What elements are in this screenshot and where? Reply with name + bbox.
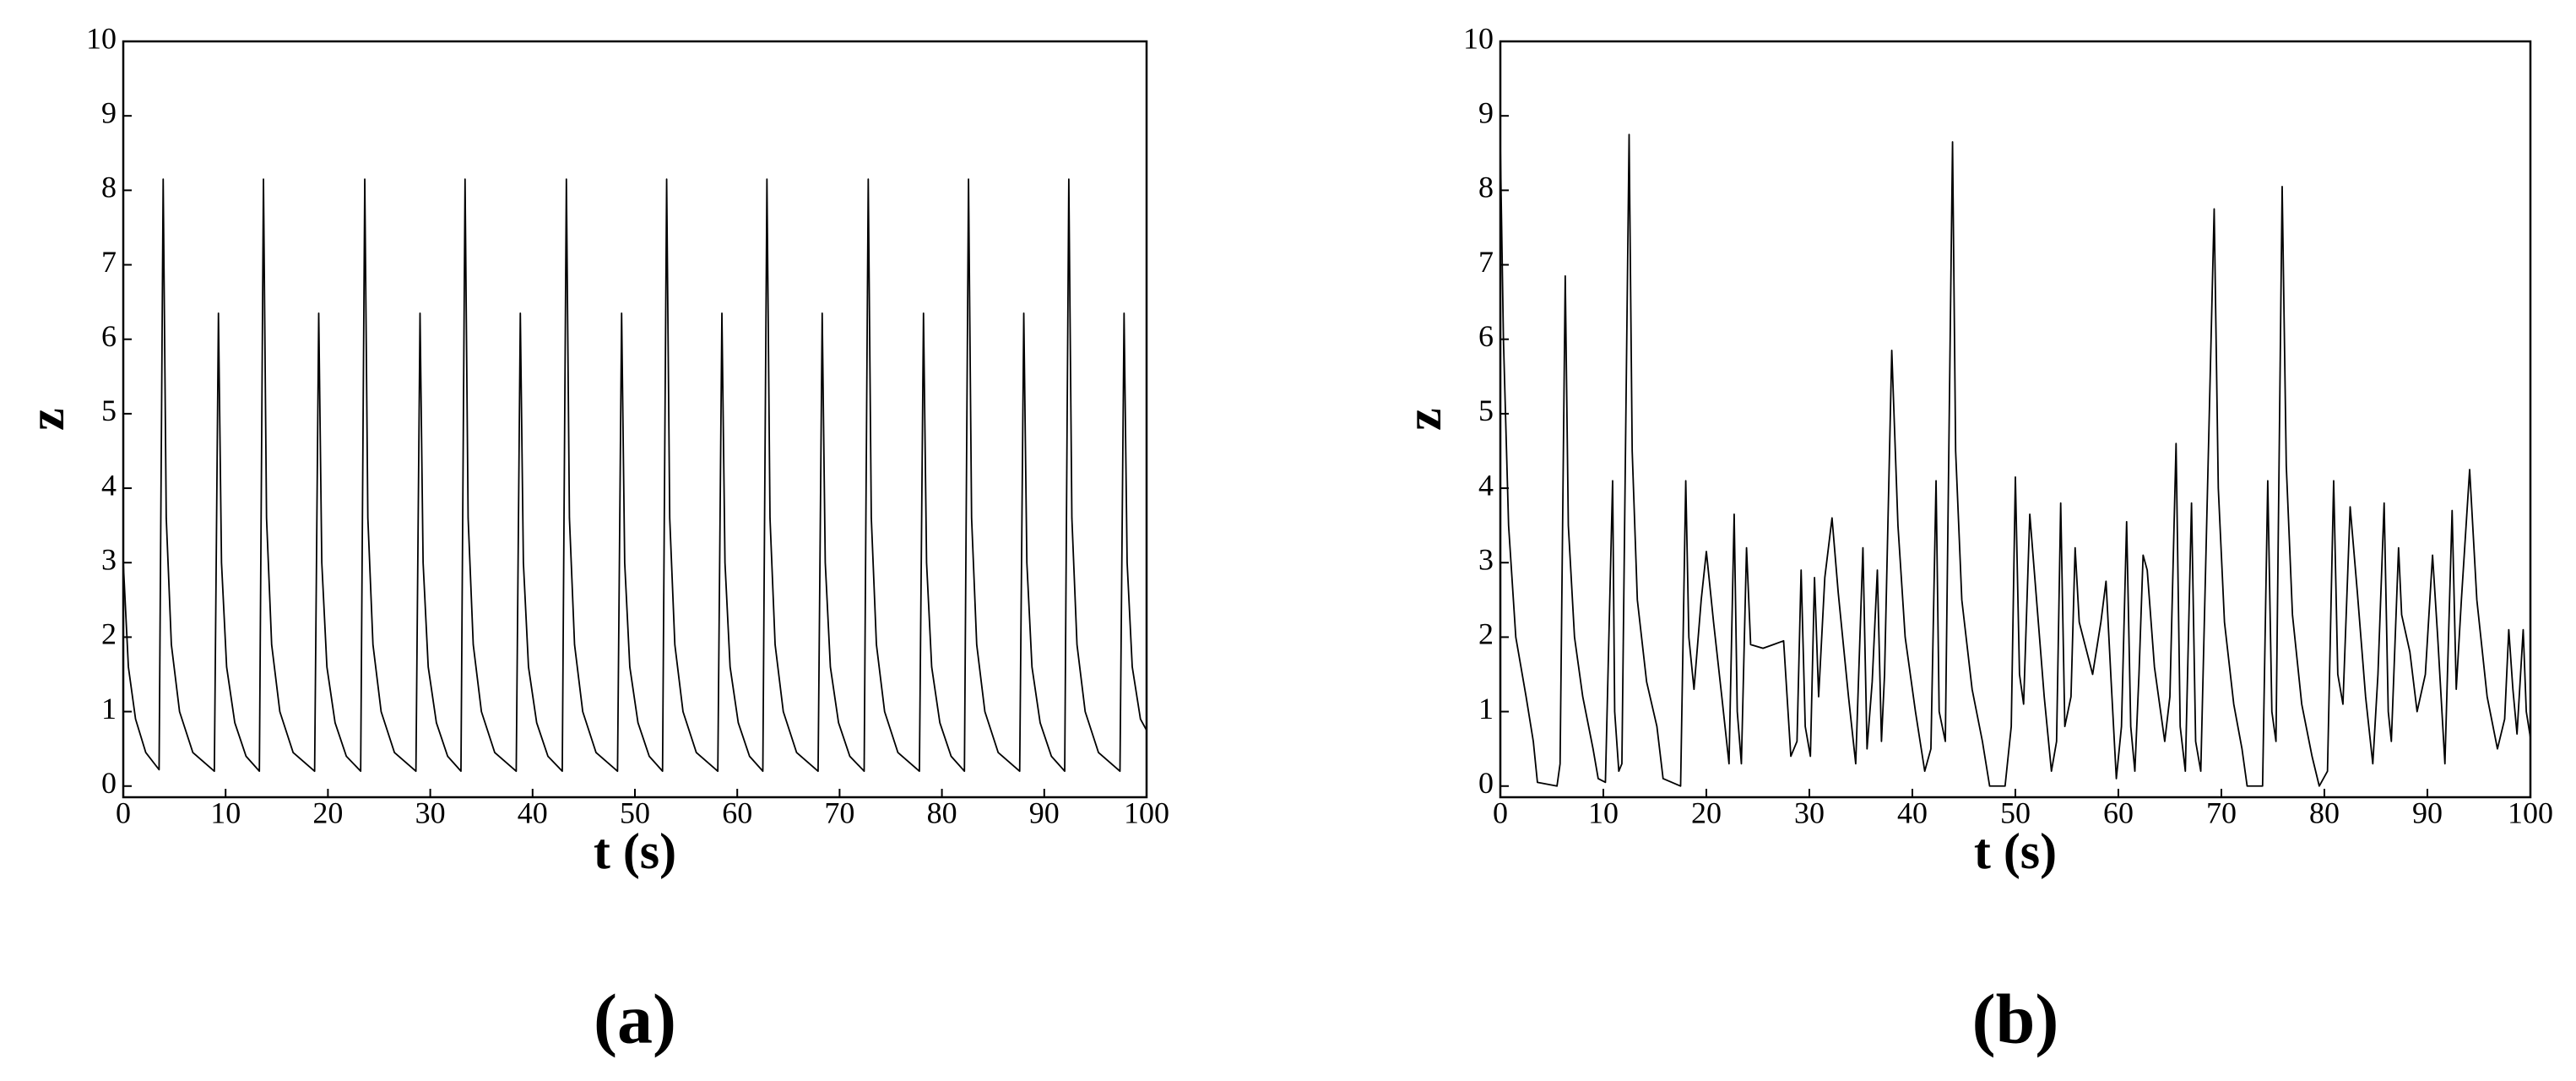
y-tick-label: 4 (1478, 468, 1494, 502)
y-tick-label: 9 (101, 95, 117, 129)
x-tick-label: 70 (2206, 796, 2237, 829)
y-tick-label: 0 (101, 766, 117, 800)
x-tick-label: 30 (1794, 796, 1825, 829)
y-tick-label: 8 (1478, 171, 1494, 204)
x-axis-label: t (s) (594, 823, 676, 879)
x-tick-label: 10 (210, 796, 241, 829)
x-tick-label: 80 (2309, 796, 2340, 829)
x-tick-label: 0 (116, 796, 131, 829)
y-tick-label: 4 (101, 468, 117, 502)
y-tick-label: 9 (1478, 95, 1494, 129)
y-tick-label: 0 (1478, 766, 1494, 800)
y-tick-label: 10 (1463, 21, 1494, 55)
x-tick-label: 0 (1493, 796, 1508, 829)
y-axis-label: z (19, 408, 74, 431)
y-tick-label: 2 (1478, 617, 1494, 651)
y-tick-label: 10 (86, 21, 117, 55)
panel-label: (a) (594, 980, 676, 1058)
x-tick-label: 80 (927, 796, 957, 829)
y-tick-label: 1 (1478, 692, 1494, 725)
x-tick-label: 70 (824, 796, 854, 829)
x-axis-label: t (s) (1974, 823, 2057, 879)
x-tick-label: 50 (2000, 796, 2031, 829)
x-tick-label: 10 (1588, 796, 1619, 829)
y-tick-label: 6 (1478, 319, 1494, 353)
y-axis-label: z (1396, 408, 1451, 431)
x-tick-label: 30 (415, 796, 446, 829)
y-tick-label: 7 (1478, 245, 1494, 279)
x-tick-label: 100 (1124, 796, 1169, 829)
x-tick-label: 60 (722, 796, 752, 829)
y-tick-label: 5 (1478, 394, 1494, 427)
y-tick-label: 3 (101, 543, 117, 577)
y-tick-label: 1 (101, 692, 117, 725)
plot-frame (1499, 40, 2532, 799)
data-line (122, 178, 1147, 773)
x-tick-label: 100 (2508, 796, 2553, 829)
data-line (1500, 133, 2531, 787)
x-tick-label: 50 (620, 796, 650, 829)
plot-frame (122, 40, 1148, 799)
y-tick-label: 5 (101, 394, 117, 427)
x-tick-label: 40 (1897, 796, 1928, 829)
x-tick-label: 90 (1029, 796, 1060, 829)
x-tick-label: 40 (518, 796, 548, 829)
x-tick-label: 90 (2412, 796, 2443, 829)
x-tick-label: 20 (1691, 796, 1722, 829)
y-tick-label: 8 (101, 171, 117, 204)
y-tick-label: 6 (101, 319, 117, 353)
y-tick-label: 7 (101, 245, 117, 279)
y-tick-label: 2 (101, 617, 117, 651)
x-tick-label: 60 (2103, 796, 2134, 829)
y-tick-label: 3 (1478, 543, 1494, 577)
panel-label: (b) (1972, 980, 2059, 1058)
x-tick-label: 20 (312, 796, 343, 829)
